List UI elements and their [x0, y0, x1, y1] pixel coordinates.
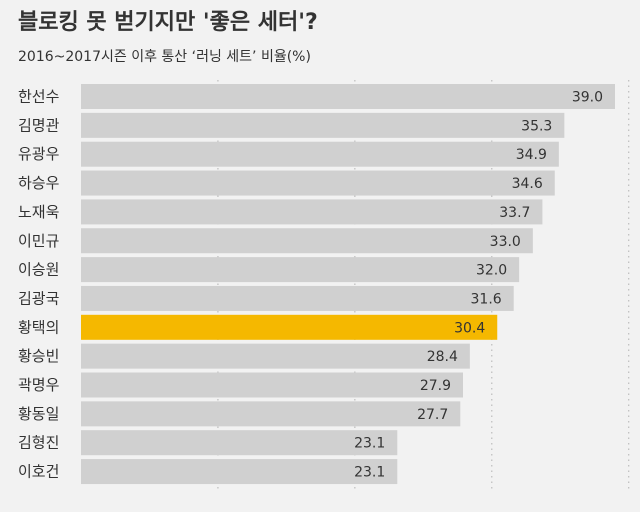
category-label: 이승원 [18, 261, 59, 279]
category-label: 이호건 [18, 463, 59, 481]
category-label: 한선수 [18, 88, 59, 106]
bar [81, 170, 555, 196]
bar [81, 343, 470, 369]
chart-subtitle: 2016~2017시즌 이후 통산 ‘러닝 세트’ 비율(%) [18, 49, 311, 65]
chart-title: 블로킹 못 벋기지만 '좋은 세터'? [18, 10, 318, 35]
value-label: 34.9 [516, 147, 547, 163]
value-label: 39.0 [572, 90, 603, 106]
category-label: 유광우 [18, 145, 60, 163]
value-label: 27.7 [417, 407, 448, 423]
value-label: 34.6 [512, 176, 543, 192]
category-label: 이민규 [18, 232, 59, 250]
bar [81, 430, 398, 456]
bar [81, 112, 565, 138]
bar [81, 84, 615, 109]
bar [81, 372, 464, 398]
value-label: 32.0 [476, 263, 507, 279]
value-label: 33.7 [499, 205, 530, 221]
category-label: 곽명우 [18, 376, 60, 394]
value-label: 23.1 [354, 436, 385, 452]
category-label: 황승빈 [18, 347, 59, 365]
value-label: 23.1 [354, 465, 385, 481]
bar [81, 459, 398, 485]
bar [81, 314, 498, 340]
category-label: 황택의 [18, 318, 59, 336]
value-label: 35.3 [521, 118, 552, 134]
category-label: 김형진 [18, 434, 59, 452]
category-label: 황동일 [18, 405, 59, 423]
bar [81, 199, 543, 225]
bar [81, 257, 520, 283]
bar [81, 141, 559, 167]
category-label: 하승우 [18, 174, 60, 192]
value-label: 33.0 [490, 234, 521, 250]
category-label: 김명관 [18, 116, 60, 134]
bar [81, 285, 514, 311]
category-label: 노재욱 [18, 203, 59, 221]
value-label: 30.4 [454, 320, 485, 336]
value-label: 27.9 [420, 378, 451, 394]
category-label: 김광국 [18, 289, 60, 307]
bar [81, 228, 533, 254]
bar [81, 401, 461, 427]
value-label: 31.6 [471, 291, 502, 307]
value-label: 28.4 [427, 349, 458, 365]
